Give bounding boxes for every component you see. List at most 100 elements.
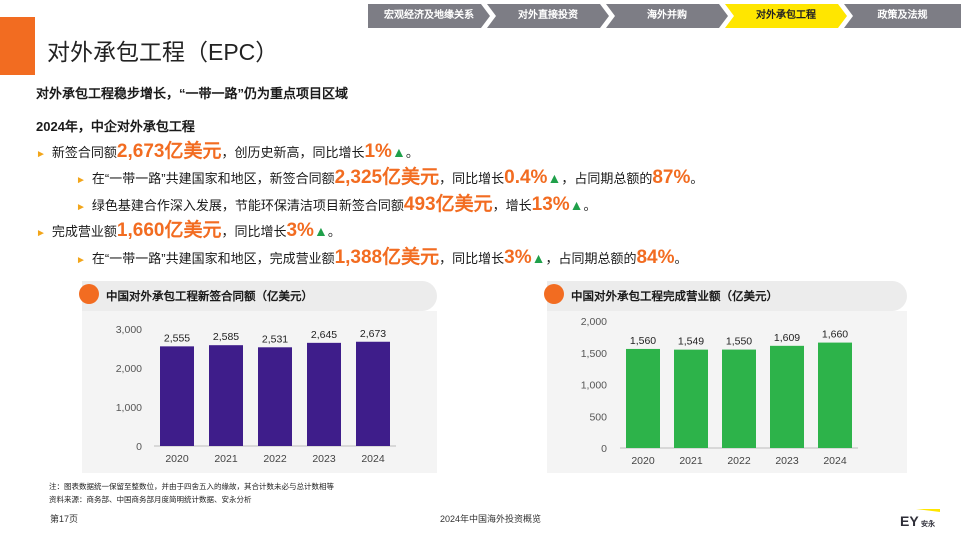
x-tick-label: 2022 <box>263 453 287 465</box>
y-tick-label: 2,000 <box>581 316 607 328</box>
tab-epc[interactable]: 对外承包工程 <box>725 4 847 28</box>
data-label: 2,555 <box>164 332 190 344</box>
chart1-header: 中国对外承包工程新签合同额（亿美元） <box>79 281 437 311</box>
bar <box>818 342 852 448</box>
x-tick-label: 2024 <box>361 453 385 465</box>
b1-text-1: 新签合同额 <box>51 145 117 160</box>
chart-signed-contracts: 0 1,000 2,000 3,000 2,555 2020 2,585 2021 2,531 2… <box>116 324 396 465</box>
b1-text-2: ，创历史新高，同比增长 <box>221 145 365 160</box>
data-label: 1,550 <box>726 336 752 348</box>
bar <box>722 349 756 448</box>
tab-odi[interactable]: 对外直接投资 <box>487 4 609 28</box>
data-label: 2,645 <box>311 329 337 341</box>
b1a-text-3: ，占同期总额的 <box>561 171 653 186</box>
b1b-text-2: ，增长 <box>492 198 532 213</box>
b1a-value-1: 2,325亿美元 <box>334 167 440 188</box>
b2a-value-2: 3% <box>504 247 532 268</box>
y-tick-label: 500 <box>589 411 607 423</box>
y-tick-label: 0 <box>136 441 142 453</box>
data-label: 1,549 <box>678 336 704 348</box>
bar <box>307 342 341 446</box>
source-note: 资料来源：商务部、中国商务部月度简明统计数据、安永分析 <box>49 495 252 504</box>
data-label: 2,531 <box>262 333 288 345</box>
x-tick-label: 2021 <box>679 455 703 467</box>
x-tick-label: 2023 <box>312 453 336 465</box>
b1a-text-2: ，同比增长 <box>439 171 505 186</box>
x-tick-label: 2024 <box>823 455 847 467</box>
page-title: 对外承包工程（EPC） <box>47 39 279 65</box>
data-label: 2,585 <box>213 331 239 343</box>
up-arrow-icon: ▲ <box>547 170 562 186</box>
b2a-text-3: ，占同期总额的 <box>545 251 637 266</box>
b1b-value-2: 13% <box>531 194 570 215</box>
data-label: 1,660 <box>822 329 848 341</box>
bullet-arrow-icon: ► <box>76 255 86 266</box>
x-tick-label: 2023 <box>775 455 799 467</box>
b1a-text-4: 。 <box>690 171 704 186</box>
chart1-title: 中国对外承包工程新签合同额（亿美元） <box>106 291 313 303</box>
bar <box>626 348 660 448</box>
footnote: 注：图表数据统一保留至整数位，并由于四舍五入的缘故，其合计数未必与总计数相等 <box>49 482 334 491</box>
b1-value-2: 1% <box>364 141 392 162</box>
b1a-value-3: 87% <box>652 167 691 188</box>
up-arrow-icon: ▲ <box>313 223 328 239</box>
data-label: 1,609 <box>774 332 800 344</box>
bullet-bri-turnover: ► 在“一带一路”共建国家和地区，完成营业额1,388亿美元，同比增长3%▲，占同… <box>76 242 688 269</box>
tab-macro[interactable]: 宏观经济及地缘关系 <box>368 4 490 28</box>
bar <box>160 346 194 446</box>
y-tick-label: 3,000 <box>116 324 142 336</box>
up-arrow-icon: ▲ <box>531 250 546 266</box>
b1b-text-1: 绿色基建合作深入发展，节能环保清洁项目新签合同额 <box>91 198 404 213</box>
chart-turnover: 0 500 1,000 1,500 2,000 1,560 2020 1,549 2021 1,5… <box>581 316 858 467</box>
page-number: 第17页 <box>50 514 79 524</box>
b2-text-1: 完成营业额 <box>51 224 117 239</box>
b2a-value-3: 84% <box>636 247 675 268</box>
svg-text:EY: EY <box>900 513 919 529</box>
intro-text: 2024年，中企对外承包工程 <box>36 119 195 134</box>
up-arrow-icon: ▲ <box>569 197 584 213</box>
b2a-value-1: 1,388亿美元 <box>334 247 440 268</box>
b2-value-1: 1,660亿美元 <box>116 220 222 241</box>
x-tick-label: 2021 <box>214 453 238 465</box>
intro-line: 2024年，中企对外承包工程 <box>36 116 195 135</box>
b1a-value-2: 0.4% <box>504 167 548 188</box>
chart2-header: 中国对外承包工程完成营业额（亿美元） <box>544 281 907 311</box>
y-tick-label: 1,000 <box>581 380 607 392</box>
orange-dot-icon <box>79 284 99 304</box>
tab-ma[interactable]: 海外并购 <box>606 4 728 28</box>
chart2-title: 中国对外承包工程完成营业额（亿美元） <box>571 291 778 303</box>
x-tick-label: 2020 <box>165 453 189 465</box>
accent-bar <box>0 17 35 75</box>
b2-value-2: 3% <box>286 220 314 241</box>
bar <box>258 347 292 446</box>
x-tick-label: 2020 <box>631 455 655 467</box>
tab-policy[interactable]: 政策及法规 <box>844 4 961 28</box>
b2a-text-2: ，同比增长 <box>439 251 505 266</box>
section-tabs: 宏观经济及地缘关系 对外直接投资 海外并购 对外承包工程 政策及法规 <box>368 4 961 28</box>
bullet-arrow-icon: ► <box>36 149 46 160</box>
svg-text:安永: 安永 <box>921 519 936 528</box>
bullet-arrow-icon: ► <box>76 202 86 213</box>
b1a-text-1: 在“一带一路”共建国家和地区，新签合同额 <box>91 171 335 186</box>
bullet-arrow-icon: ► <box>36 228 46 239</box>
bar <box>674 349 708 448</box>
y-tick-label: 0 <box>601 443 607 455</box>
b1b-text-3: 。 <box>583 198 597 213</box>
bar <box>770 345 804 448</box>
bullet-turnover: ► 完成营业额1,660亿美元，同比增长3%▲。 <box>36 215 341 242</box>
b1-value-1: 2,673亿美元 <box>116 141 222 162</box>
b2-text-3: 。 <box>327 224 341 239</box>
data-label: 2,673 <box>360 328 386 340</box>
footer-title: 2024年中国海外投资概览 <box>440 514 542 524</box>
up-arrow-icon: ▲ <box>391 144 406 160</box>
bar <box>209 345 243 446</box>
b1-text-3: 。 <box>405 145 419 160</box>
bullet-green-infra: ► 绿色基建合作深入发展，节能环保清洁项目新签合同额493亿美元，增长13%▲。 <box>76 189 597 216</box>
y-tick-label: 2,000 <box>116 363 142 375</box>
b1b-value-1: 493亿美元 <box>403 194 493 215</box>
b2a-text-4: 。 <box>674 251 688 266</box>
bullet-signed-contracts: ► 新签合同额2,673亿美元，创历史新高，同比增长1%▲。 <box>36 136 419 163</box>
y-tick-label: 1,500 <box>581 348 607 360</box>
data-label: 1,560 <box>630 335 656 347</box>
ey-logo: EY 安永 <box>900 509 940 529</box>
